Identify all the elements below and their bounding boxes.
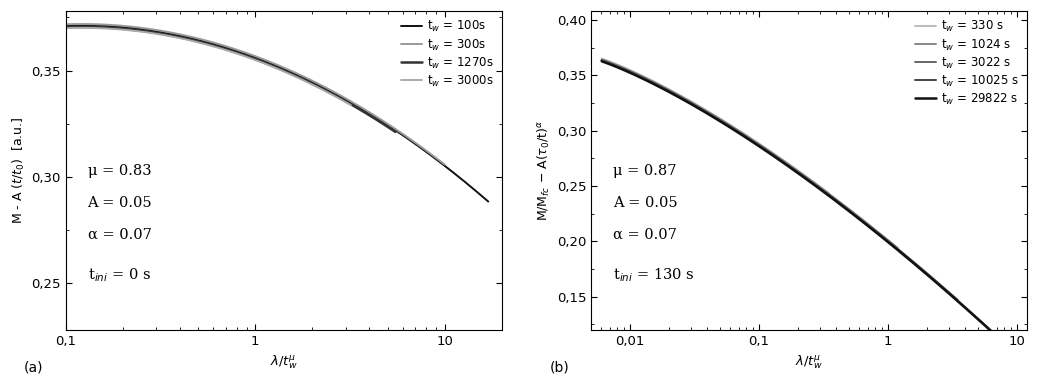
t$_w$ = 3022 s [851, 214, 864, 219]
t$_w$ = 1024 s [706, 112, 718, 117]
t$_w$ = 300s [438, 162, 450, 167]
t$_w$ = 100s [198, 39, 211, 44]
t$_w$ = 330 s [679, 96, 691, 100]
t$_w$ = 1024 s [807, 180, 819, 184]
Line: t$_w$ = 330 s: t$_w$ = 330 s [602, 58, 829, 193]
t$_w$ = 1270s [75, 25, 87, 29]
t$_w$ = 10025 s [882, 240, 895, 244]
t$_w$ = 3000s [240, 54, 252, 59]
t$_w$ = 3000s [266, 64, 278, 69]
Legend: t$_w$ = 100s, t$_w$ = 300s, t$_w$ = 1270s, t$_w$ = 3000s: t$_w$ = 100s, t$_w$ = 300s, t$_w$ = 1270… [397, 15, 498, 93]
t$_w$ = 10025 s [994, 337, 1007, 342]
Line: t$_w$ = 3022 s: t$_w$ = 3022 s [602, 60, 958, 300]
t$_w$ = 1024 s [622, 68, 634, 72]
Text: μ = 0.83: μ = 0.83 [87, 164, 152, 178]
Line: t$_w$ = 1270s: t$_w$ = 1270s [65, 27, 395, 132]
t$_w$ = 300s [76, 22, 88, 26]
t$_w$ = 3022 s [730, 128, 742, 132]
t$_w$ = 1270s [389, 129, 402, 134]
t$_w$ = 29822 s [636, 76, 649, 81]
t$_w$ = 3022 s [849, 213, 862, 217]
t$_w$ = 300s [184, 34, 196, 39]
t$_w$ = 29822 s [726, 126, 738, 131]
t$_w$ = 1270s [268, 64, 280, 69]
t$_w$ = 100s [367, 114, 380, 119]
t$_w$ = 330 s [613, 63, 626, 68]
t$_w$ = 1024 s [685, 100, 698, 104]
t$_w$ = 300s [106, 23, 118, 28]
t$_w$ = 3022 s [952, 298, 964, 302]
Line: t$_w$ = 300s: t$_w$ = 300s [65, 24, 444, 165]
t$_w$ = 330 s [758, 144, 770, 149]
Text: (b): (b) [549, 360, 569, 374]
t$_w$ = 330 s [735, 129, 747, 134]
t$_w$ = 3000s [94, 26, 107, 31]
Text: A = 0.05: A = 0.05 [87, 196, 153, 210]
Y-axis label: M - A $(t/t_0)$  [a.u.]: M - A $(t/t_0)$ [a.u.] [11, 117, 27, 224]
t$_w$ = 3022 s [629, 71, 641, 76]
t$_w$ = 1270s [298, 78, 310, 82]
t$_w$ = 10025 s [880, 238, 893, 243]
t$_w$ = 29822 s [756, 146, 768, 150]
t$_w$ = 300s [334, 93, 347, 97]
t$_w$ = 1024 s [808, 181, 820, 185]
Text: μ = 0.87: μ = 0.87 [612, 164, 677, 178]
Text: (a): (a) [24, 360, 44, 374]
t$_w$ = 10025 s [718, 121, 731, 126]
t$_w$ = 1024 s [777, 159, 790, 163]
t$_w$ = 3022 s [816, 187, 828, 191]
Text: t$_{ini}$ = 0 s: t$_{ini}$ = 0 s [87, 266, 151, 284]
t$_w$ = 100s [482, 199, 494, 204]
t$_w$ = 330 s [823, 191, 836, 196]
t$_w$ = 300s [211, 41, 223, 46]
t$_w$ = 330 s [662, 87, 675, 91]
t$_w$ = 3000s [59, 26, 72, 31]
t$_w$ = 300s [59, 22, 72, 27]
Line: t$_w$ = 1024 s: t$_w$ = 1024 s [602, 59, 898, 248]
Y-axis label: M/M$_{fc}$ $-$ A($\tau_0$/t)$^{\alpha}$: M/M$_{fc}$ $-$ A($\tau_0$/t)$^{\alpha}$ [537, 120, 552, 221]
Legend: t$_w$ = 330 s, t$_w$ = 1024 s, t$_w$ = 3022 s, t$_w$ = 10025 s, t$_w$ = 29822 s: t$_w$ = 330 s, t$_w$ = 1024 s, t$_w$ = 3… [910, 15, 1023, 112]
t$_w$ = 100s [365, 113, 378, 117]
X-axis label: $\lambda / t_w^{\mu}$: $\lambda / t_w^{\mu}$ [270, 353, 298, 371]
t$_w$ = 100s [59, 23, 72, 28]
Text: α = 0.07: α = 0.07 [612, 228, 677, 242]
t$_w$ = 29822 s [898, 253, 910, 258]
t$_w$ = 3000s [75, 26, 87, 30]
t$_w$ = 3000s [173, 36, 186, 40]
t$_w$ = 1270s [100, 25, 112, 30]
Line: t$_w$ = 10025 s: t$_w$ = 10025 s [601, 60, 1001, 339]
t$_w$ = 1270s [300, 78, 312, 83]
t$_w$ = 10025 s [634, 74, 647, 79]
t$_w$ = 1270s [168, 34, 181, 38]
t$_w$ = 3000s [268, 65, 280, 70]
Text: t$_{ini}$ = 130 s: t$_{ini}$ = 130 s [612, 266, 694, 284]
t$_w$ = 1024 s [892, 246, 904, 251]
Line: t$_w$ = 29822 s: t$_w$ = 29822 s [602, 62, 1022, 360]
Text: A = 0.05: A = 0.05 [612, 196, 678, 210]
t$_w$ = 3000s [345, 103, 357, 107]
t$_w$ = 100s [76, 23, 88, 28]
t$_w$ = 1270s [59, 25, 72, 29]
t$_w$ = 100s [326, 90, 338, 95]
t$_w$ = 10025 s [843, 208, 855, 212]
t$_w$ = 100s [111, 24, 124, 29]
t$_w$ = 330 s [757, 144, 769, 148]
Text: α = 0.07: α = 0.07 [87, 228, 152, 242]
X-axis label: $\lambda / t_w^{\mu}$: $\lambda / t_w^{\mu}$ [795, 353, 823, 371]
t$_w$ = 300s [299, 75, 311, 79]
t$_w$ = 29822 s [856, 219, 869, 223]
t$_w$ = 10025 s [747, 139, 760, 144]
t$_w$ = 300s [336, 94, 349, 99]
t$_w$ = 1270s [191, 39, 203, 44]
t$_w$ = 100s [228, 48, 241, 52]
Line: t$_w$ = 3000s: t$_w$ = 3000s [65, 28, 351, 105]
Line: t$_w$ = 100s: t$_w$ = 100s [65, 25, 488, 202]
t$_w$ = 3000s [154, 32, 166, 37]
t$_w$ = 3022 s [705, 112, 717, 117]
t$_w$ = 29822 s [1016, 358, 1029, 362]
t$_w$ = 29822 s [896, 251, 908, 256]
